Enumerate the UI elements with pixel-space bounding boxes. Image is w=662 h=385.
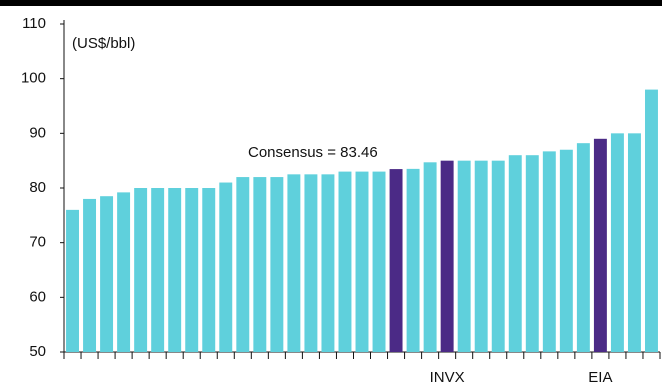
- bar: [253, 177, 267, 352]
- bar: [576, 143, 590, 352]
- bar: [151, 188, 165, 352]
- bar: [423, 162, 437, 352]
- bar: [610, 133, 624, 352]
- bar: [304, 174, 318, 352]
- y-tick-label: 100: [21, 70, 46, 87]
- bar: [645, 89, 658, 352]
- y-tick-label: 80: [29, 179, 46, 196]
- bar: [474, 160, 488, 352]
- bar: [168, 188, 182, 352]
- y-tick-label: 110: [22, 15, 46, 32]
- y-tick-label: 70: [29, 234, 46, 251]
- y-tick-label: 60: [29, 288, 46, 305]
- bar: [355, 171, 369, 352]
- title-band: [0, 0, 662, 6]
- bar: [321, 174, 335, 352]
- bar: [542, 151, 556, 352]
- y-tick-label: 50: [29, 343, 46, 360]
- bar: [66, 209, 79, 352]
- bar: [117, 192, 131, 352]
- bar: [338, 171, 352, 352]
- bar: [627, 133, 641, 352]
- bar: [559, 149, 573, 352]
- x-tick-label: INVX: [430, 369, 465, 385]
- bar: [491, 160, 505, 352]
- bar: [134, 188, 148, 352]
- bar: [372, 171, 386, 352]
- bar: [440, 160, 454, 352]
- bar: [202, 188, 216, 352]
- bar: [236, 177, 250, 352]
- bar: [270, 177, 284, 352]
- annotation: Consensus = 83.46: [248, 144, 378, 161]
- bar: [525, 155, 539, 352]
- bar: [457, 160, 471, 352]
- bar: [287, 174, 301, 352]
- bar: [593, 138, 607, 352]
- bar: [389, 169, 403, 352]
- bar: [406, 168, 420, 352]
- bar: [508, 155, 522, 352]
- bar: [83, 198, 97, 352]
- bar: [219, 182, 233, 352]
- y-tick-label: 90: [29, 124, 46, 141]
- bar: [100, 196, 114, 352]
- x-tick-label: EIA: [588, 369, 612, 385]
- bar: [185, 188, 199, 352]
- y-axis-label: (US$/bbl): [72, 35, 135, 52]
